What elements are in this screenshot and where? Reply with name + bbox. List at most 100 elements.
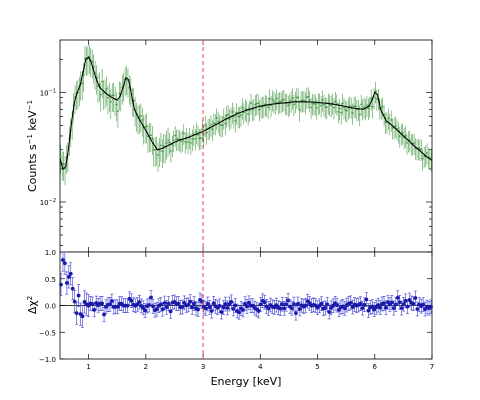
spectrum-point [244, 108, 247, 110]
spectrum-point [345, 109, 348, 112]
spectrum-point [112, 94, 115, 97]
residuals-y-tick-label: −1.0 [39, 356, 56, 364]
residual-point [109, 299, 114, 303]
spectrum-point [307, 95, 310, 98]
spectrum-point [234, 119, 237, 122]
residual-point [350, 305, 355, 309]
residual-point [297, 307, 302, 311]
spectrum-point [338, 107, 341, 110]
spectrum-point [107, 96, 109, 99]
spectrum-point [215, 117, 218, 119]
residual-point [160, 307, 165, 312]
spectrum-point [172, 139, 175, 142]
spectrum-point [367, 107, 370, 110]
residual-point [141, 305, 146, 310]
residual-point [237, 310, 242, 315]
residual-point [405, 304, 410, 309]
x-tick-label: 3 [201, 363, 205, 371]
residual-point [205, 302, 210, 306]
spectrum-point [390, 119, 393, 121]
residual-point [413, 296, 418, 300]
residual-point [129, 298, 134, 303]
spectrum-point [141, 119, 144, 121]
residual-point [262, 300, 267, 305]
residual-point [358, 301, 363, 306]
residual-point [399, 306, 404, 310]
spectrum-point [315, 106, 318, 109]
spectrum-point [251, 108, 254, 111]
x-tick-label: 6 [373, 363, 378, 371]
residual-point [76, 293, 81, 298]
spectrum-point [320, 104, 323, 107]
residual-point [80, 314, 85, 319]
x-tick-label: 4 [258, 363, 263, 371]
spectrum-model-line [59, 56, 433, 170]
spectrum-point [363, 106, 365, 108]
spectrum-y-axis-label: Counts s−1 keV−1 [26, 100, 39, 192]
spectrum-point [151, 137, 154, 140]
residual-point [211, 301, 216, 306]
spectrum-point [301, 99, 304, 102]
residual-point [72, 299, 77, 304]
spectrum-point [280, 100, 282, 103]
residual-point [292, 302, 296, 306]
residual-point [360, 306, 365, 311]
residual-point [391, 306, 396, 310]
x-tick-labels: 1 2 3 4 5 6 7 [86, 363, 434, 371]
spectrum-point [190, 141, 192, 144]
spectrum-point [62, 163, 65, 166]
spectrum-y-tick-labels: 10−2 10−1 [40, 88, 56, 207]
spectrum-point [194, 137, 197, 140]
residual-point [162, 301, 167, 305]
spectrum-point [273, 100, 275, 103]
residual-point [429, 304, 433, 309]
spectrum-data-points [59, 44, 433, 186]
residual-point [241, 308, 245, 312]
residual-point [74, 311, 79, 316]
spectrum-point [82, 74, 85, 77]
residual-point [151, 304, 155, 309]
spectrum-point [237, 115, 240, 118]
x-tick-label: 7 [430, 363, 434, 371]
residual-point [229, 300, 234, 304]
spectrum-point [366, 104, 368, 107]
spectrum-point [325, 106, 328, 109]
spectrum-panel: 10−2 10−1 Counts s−1 keV−1 [26, 39, 433, 253]
residual-point [66, 275, 71, 279]
spectrum-point [398, 135, 401, 137]
spectrum-y-tick-label: 10−1 [40, 88, 56, 97]
spectrum-point [200, 137, 202, 139]
residual-point [421, 302, 426, 307]
spectrum-point [105, 88, 108, 90]
residual-point [286, 298, 290, 303]
spectrum-point [169, 150, 172, 152]
residual-point [137, 300, 142, 305]
spectrum-point [423, 155, 426, 158]
residual-point [319, 301, 324, 306]
spectrum-point [310, 106, 312, 109]
spectrum-point [376, 98, 378, 101]
spectrum-point [404, 134, 407, 137]
residual-point [274, 303, 279, 307]
residuals-y-tick-label: 0.5 [45, 276, 56, 284]
spectrum-point [109, 101, 112, 103]
residual-point [362, 302, 367, 307]
spectrum-point [360, 103, 363, 106]
spectrum-point [370, 97, 373, 100]
residuals-y-tick-label: 1.0 [45, 249, 56, 257]
spectrum-point [232, 115, 235, 118]
residual-point [378, 305, 383, 310]
residual-point [70, 286, 75, 291]
residual-point [90, 302, 95, 306]
residual-point [176, 301, 181, 306]
spectrum-point [298, 109, 301, 111]
spectrum-point [187, 141, 189, 144]
residual-point [393, 302, 398, 307]
x-tick-label: 2 [144, 363, 148, 371]
residual-point [168, 309, 173, 314]
residuals-y-tick-labels: −1.0 −0.5 0.0 0.5 1.0 [39, 249, 56, 364]
spectrum-point [291, 97, 294, 99]
spectrum-point [348, 105, 351, 107]
spectrum-point [267, 106, 270, 109]
spectrum-point [149, 134, 152, 137]
